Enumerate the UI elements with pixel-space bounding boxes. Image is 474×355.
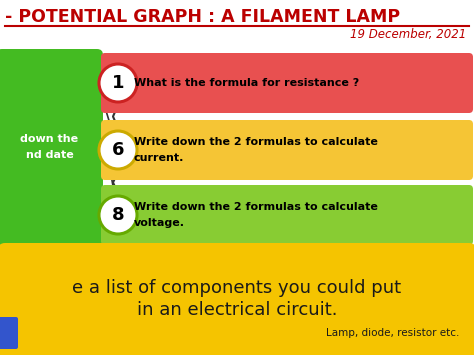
Text: 8: 8 <box>112 206 124 224</box>
Text: 19 December, 2021: 19 December, 2021 <box>350 28 466 41</box>
Text: 1: 1 <box>112 74 124 92</box>
Text: 6: 6 <box>112 141 124 159</box>
Circle shape <box>99 64 137 102</box>
Text: - POTENTIAL GRAPH : A FILAMENT LAMP: - POTENTIAL GRAPH : A FILAMENT LAMP <box>5 8 400 26</box>
Circle shape <box>99 196 137 234</box>
FancyBboxPatch shape <box>0 243 474 355</box>
Text: Write down the 2 formulas to calculate: Write down the 2 formulas to calculate <box>134 137 378 147</box>
FancyBboxPatch shape <box>0 49 103 246</box>
Text: in an electrical circuit.: in an electrical circuit. <box>137 301 337 319</box>
Circle shape <box>99 131 137 169</box>
FancyBboxPatch shape <box>101 185 473 245</box>
Text: down the: down the <box>20 135 79 144</box>
FancyBboxPatch shape <box>101 120 473 180</box>
Text: current.: current. <box>134 153 184 163</box>
Text: Write down the 2 formulas to calculate: Write down the 2 formulas to calculate <box>134 202 378 212</box>
FancyBboxPatch shape <box>101 53 473 113</box>
Text: voltage.: voltage. <box>134 218 185 228</box>
Text: What is the formula for resistance ?: What is the formula for resistance ? <box>134 78 359 88</box>
FancyBboxPatch shape <box>0 317 18 349</box>
Text: e a list of components you could put: e a list of components you could put <box>73 279 401 297</box>
Text: Lamp, diode, resistor etc.: Lamp, diode, resistor etc. <box>326 328 459 338</box>
Text: nd date: nd date <box>26 151 73 160</box>
